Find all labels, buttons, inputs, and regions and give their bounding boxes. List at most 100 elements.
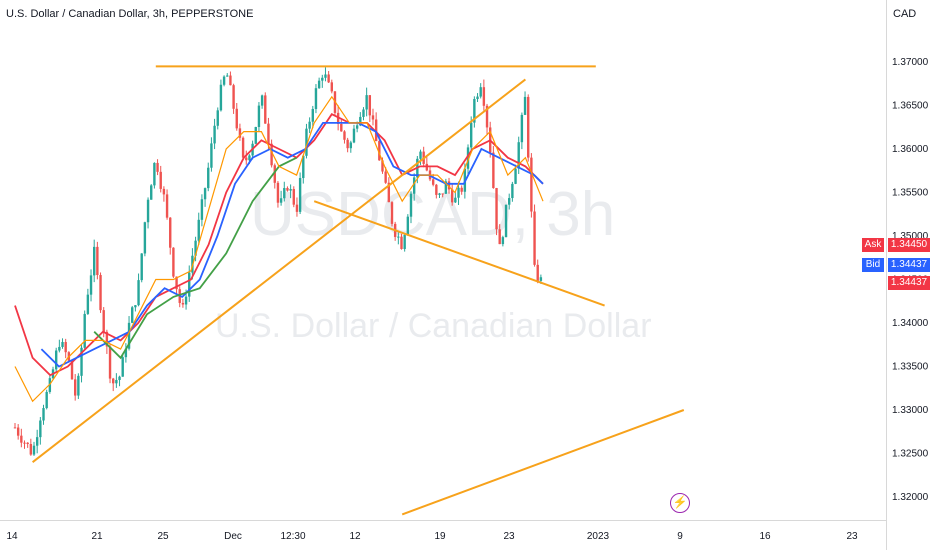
moving-average-line [14,113,544,377]
candle-body [105,331,109,347]
candle-body [118,376,121,380]
plot-svg: USDCAD, 3h U.S. Dollar / Canadian Dollar [13,65,685,516]
candle-body [13,427,17,429]
time-tick-label: 12:30 [280,531,305,542]
candle-body [482,87,486,106]
candle-body [340,123,343,132]
candle-body [539,277,543,281]
candle-body [327,74,330,83]
time-tick-label: 12 [349,531,361,542]
candle-body [70,360,74,380]
candle-body [267,123,270,144]
candle-body [203,188,207,200]
candle-body [381,160,384,172]
candle-body [35,437,39,446]
price-axis[interactable]: CAD 1.37000 1.36500 1.36000 1.35500 1.35000 1… [886,0,932,550]
price-tick-label: 1.33000 [892,405,929,416]
ask-label: Ask [862,238,884,252]
ask-price: 1.34450 [888,238,930,252]
candle-body [188,272,191,297]
candle-body [397,236,400,238]
candle-body [254,126,257,144]
plot-area[interactable]: USDCAD, 3h U.S. Dollar / Canadian Dollar… [0,0,886,520]
candle-body [58,346,61,351]
candle-body [511,183,514,199]
candle-body [80,347,83,376]
watermark-name: U.S. Dollar / Canadian Dollar [215,307,652,345]
candle-body [454,197,457,203]
candle-body [492,152,495,189]
bid-label: Bid [862,258,884,272]
candle-body [162,188,166,195]
candle-body [378,141,381,161]
candle-body [317,80,321,89]
time-axis[interactable]: 14 21 25 Dec 12:30 12 19 23 2023 9 16 23 [0,520,886,550]
candle-body [495,188,498,230]
candle-body [444,181,448,194]
candle-body [99,275,102,311]
candle-body [457,187,460,198]
candle-body [390,202,394,224]
candle-body [93,246,96,276]
candle-body [298,178,302,212]
candle-body [276,182,280,203]
candle-body [302,155,305,179]
candle-body [226,75,229,77]
candle-body [194,240,197,256]
candle-body [112,378,115,384]
candle-body [169,217,172,248]
candle-body [371,115,375,120]
candle-body [400,236,403,250]
price-tick-label: 1.32000 [892,492,929,503]
trendline-rising-support[interactable] [31,78,527,463]
candle-body [210,143,213,168]
candle-body [229,75,232,86]
price-tick-label: 1.36000 [892,144,929,155]
candle-body [469,122,473,148]
candle-body [447,181,451,190]
candle-body [45,391,48,409]
candle-body [156,162,159,172]
candle-body [241,137,245,158]
trendlines[interactable] [31,65,685,516]
price-tick-label: 1.33500 [892,362,929,373]
candle-body [450,189,454,203]
candle-body [536,264,539,281]
candle-body [336,112,340,124]
candle-body [438,193,441,195]
bid-price: 1.34437 [888,258,930,272]
candle-body [83,313,86,348]
candle-body [137,280,140,306]
candle-body [213,125,216,144]
candle-body [29,444,33,455]
candle-body [435,184,438,195]
candle-body [26,442,29,445]
candle-body [235,108,238,129]
candle-body [232,85,235,109]
candle-body [520,114,524,143]
candle-body [533,211,536,265]
trendline-lower-support[interactable] [401,409,685,516]
trendline-falling-support[interactable] [313,200,605,307]
candle-body [352,128,356,143]
time-tick-label: 16 [759,531,771,542]
candle-body [260,95,264,106]
candle-body [184,296,188,305]
candle-body [314,88,318,109]
candle-body [54,350,58,370]
price-tick-label: 1.36500 [892,101,929,112]
candle-body [102,310,105,332]
last-price: 1.34437 [888,276,930,290]
candle-body [143,222,147,254]
time-tick-label: 23 [503,531,515,542]
candle-body [238,128,242,138]
candle-body [441,193,444,195]
candle-body [115,379,118,384]
candle-body [295,204,299,212]
lightning-icon[interactable]: ⚡ [670,493,690,513]
time-tick-label: Dec [224,531,242,542]
candle-body [289,189,292,191]
price-tick-label: 1.35000 [892,231,929,242]
candle-body [501,237,505,245]
